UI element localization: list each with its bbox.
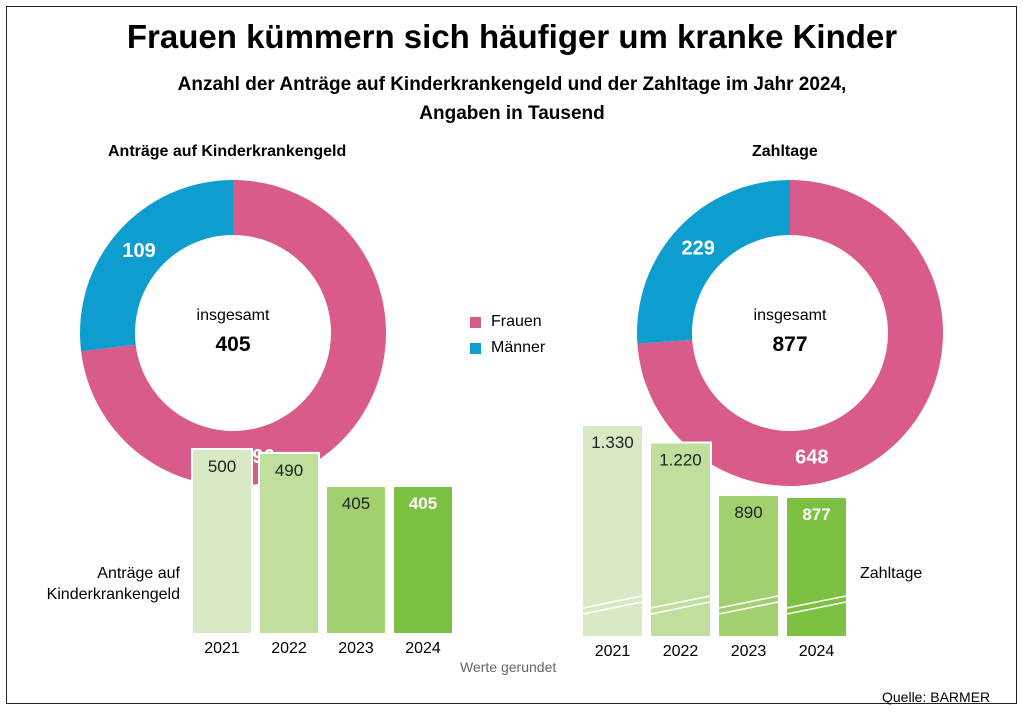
chart-title: Frauen kümmern sich häufiger um kranke K… (126, 18, 898, 55)
x-tick-label-2021: 2021 (204, 640, 240, 657)
axis-break-line (718, 595, 779, 609)
bar-value-label-2022: 490 (275, 461, 303, 480)
legend: Frauen Männer (470, 309, 545, 361)
slice-label-maenner: 229 (682, 237, 715, 259)
axis-break-line (718, 601, 779, 615)
x-tick-label-2024: 2024 (405, 640, 441, 657)
left-bar-caption-line-1: Anträge auf (97, 565, 180, 582)
bar-value-label-2022: 1.220 (659, 450, 702, 469)
donut-center-label: insgesamt (754, 307, 827, 324)
axis-break-line (786, 601, 847, 615)
legend-swatch-frauen (470, 316, 481, 328)
donut-slice-frauen (81, 180, 387, 487)
bar-chart-1: 500 2021 490 2022 405 2023 405 2024 (191, 448, 454, 657)
right-section-title: Zahltage (752, 143, 818, 160)
subtitle-line-1: Anzahl der Anträge auf Kinderkrankengeld… (177, 74, 847, 95)
slice-label-frauen: 648 (795, 447, 828, 469)
bar-value-label-2021: 500 (208, 457, 236, 476)
donut-slice-frauen (637, 180, 943, 487)
x-tick-label-2022: 2022 (663, 643, 699, 660)
slice-label-maenner: 109 (122, 240, 155, 262)
x-tick-label-2022: 2022 (271, 640, 307, 657)
source-rule (6, 703, 882, 704)
bar-2022 (260, 453, 318, 633)
legend-item-maenner: Männer (470, 335, 545, 361)
donut-center-value: 405 (215, 333, 250, 356)
axis-break-line (786, 595, 847, 609)
donut-center-value: 877 (772, 333, 807, 356)
bar-2021 (583, 426, 642, 636)
bar-chart-2: 1.330 2021 1.220 2022 890 2023 877 2024 (581, 424, 848, 660)
bar-value-label-2023: 890 (734, 503, 762, 522)
bar-2023 (327, 487, 385, 633)
donut-center-label: insgesamt (197, 307, 270, 324)
right-bar-caption: Zahltage (860, 565, 923, 582)
x-tick-label-2024: 2024 (799, 643, 835, 660)
left-bar-caption: Anträge auf Kinderkrankengeld (38, 563, 180, 605)
donut-slice-maenner (637, 180, 790, 344)
subtitle-line-2: Angaben in Tausend (419, 103, 605, 124)
x-tick-label-2023: 2023 (731, 643, 767, 660)
footnote: Werte gerundet (460, 659, 557, 675)
axis-break-line (582, 595, 643, 609)
donut-chart-2: 648 229 insgesamt 877 (637, 180, 943, 487)
donut-slice-maenner (80, 180, 233, 352)
left-section-title: Anträge auf Kinderkrankengeld (108, 143, 347, 160)
legend-label-maenner: Männer (491, 339, 546, 356)
axis-break-line (650, 601, 711, 615)
source-label: Quelle: BARMER (882, 689, 991, 705)
bar-2024 (787, 498, 846, 636)
legend-swatch-maenner (470, 342, 481, 354)
axis-break-line (582, 601, 643, 615)
bar-2024 (394, 487, 452, 633)
bar-value-label-2024: 405 (409, 494, 437, 513)
bar-value-label-2023: 405 (342, 494, 370, 513)
left-bar-caption-line-2: Kinderkrankengeld (46, 586, 180, 603)
legend-label-frauen: Frauen (491, 313, 542, 330)
legend-item-frauen: Frauen (470, 309, 545, 335)
bar-value-label-2021: 1.330 (591, 433, 634, 452)
axis-break-line (650, 595, 711, 609)
bar-2021 (193, 450, 251, 633)
bar-2022 (651, 443, 710, 636)
chart-subtitle: Anzahl der Anträge auf Kinderkrankengeld… (0, 70, 1024, 128)
x-tick-label-2021: 2021 (595, 643, 631, 660)
x-tick-label-2023: 2023 (338, 640, 374, 657)
bar-value-label-2024: 877 (802, 505, 830, 524)
